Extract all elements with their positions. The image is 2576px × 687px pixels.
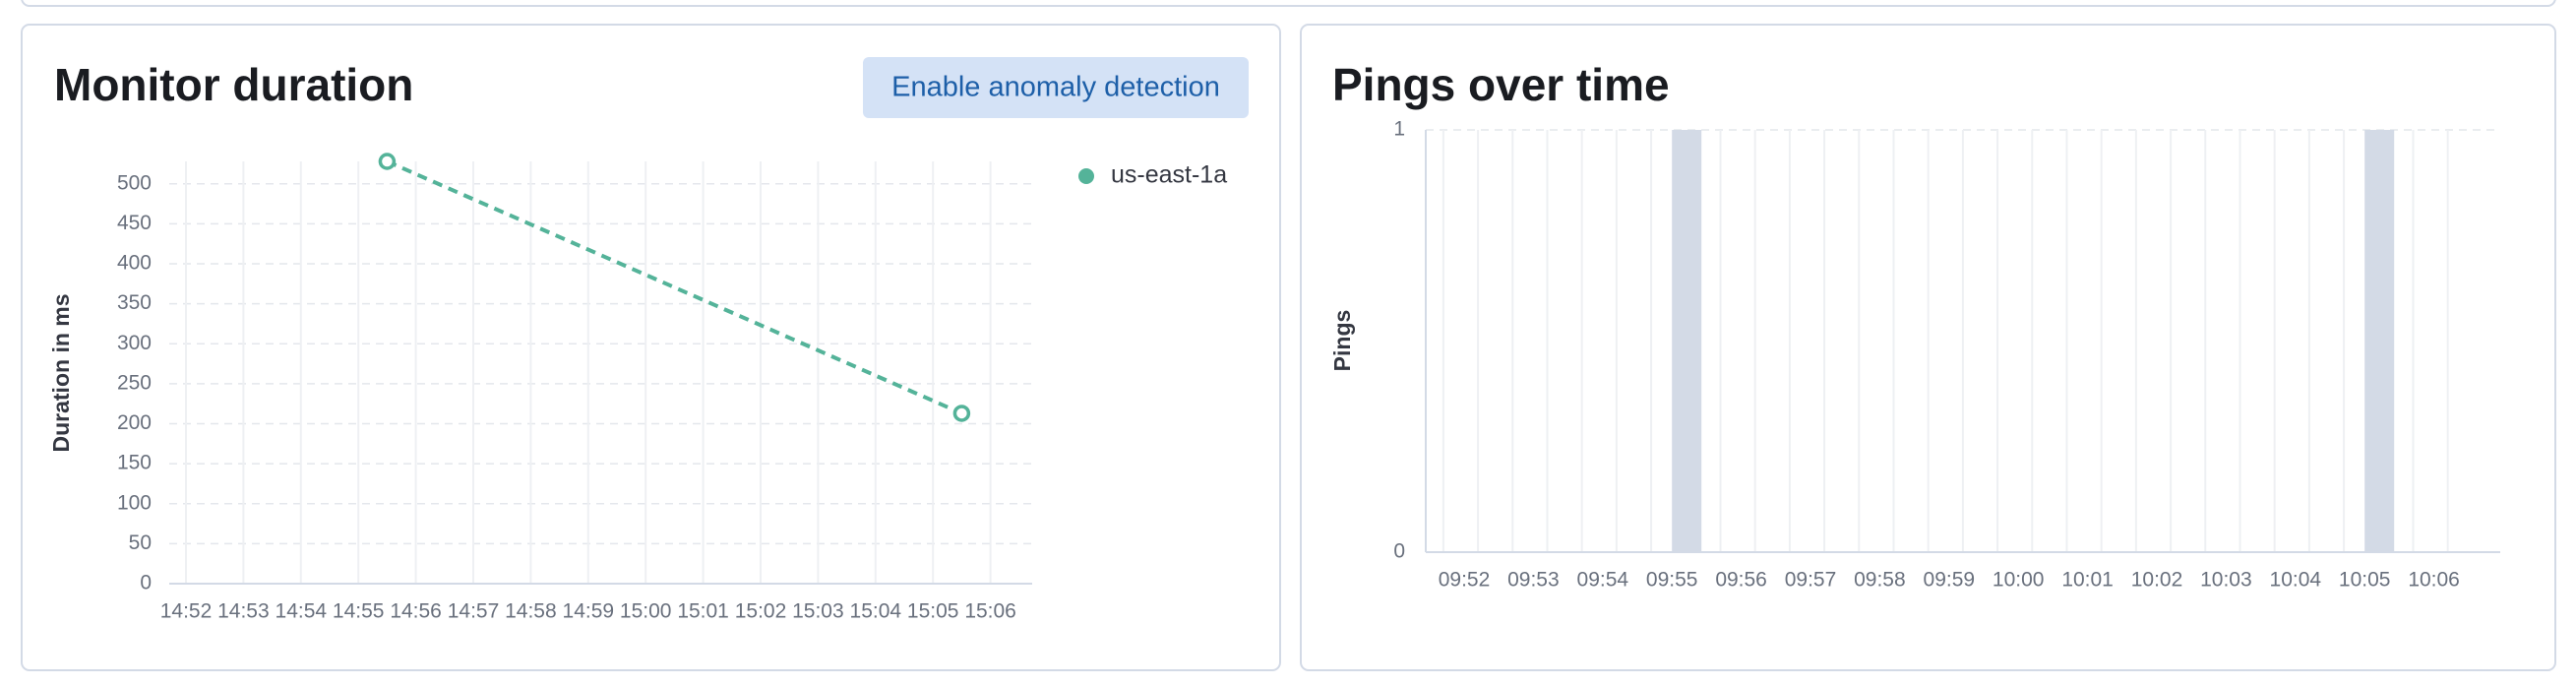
button-bg[interactable] — [863, 57, 1249, 118]
y-tick-label: 0 — [140, 572, 152, 594]
x-tick-label: 09:53 — [1507, 569, 1560, 592]
y-tick-label: 500 — [117, 171, 152, 194]
x-tick-label: 09:54 — [1577, 569, 1629, 592]
x-tick-label: 09:58 — [1854, 569, 1906, 592]
y-tick-label: 400 — [117, 252, 152, 275]
x-tick-label: 15:00 — [620, 600, 672, 623]
y-tick-label: 200 — [117, 411, 152, 434]
x-tick-label: 10:04 — [2270, 569, 2322, 592]
x-tick-label: 15:06 — [964, 600, 1016, 623]
legend-marker — [1078, 168, 1094, 184]
x-tick-label: 10:06 — [2408, 569, 2460, 592]
x-tick-label: 14:56 — [390, 600, 442, 623]
x-tick-label: 09:59 — [1924, 569, 1976, 592]
x-tick-label: 10:01 — [2061, 569, 2114, 592]
line — [386, 159, 963, 415]
x-tick-label: 10:02 — [2131, 569, 2183, 592]
y-tick-label: 150 — [117, 452, 152, 474]
y-axis-title: Pings — [1329, 310, 1355, 372]
y-tick-label: 1 — [1393, 118, 1405, 141]
y-tick-label: 300 — [117, 332, 152, 354]
panel-top — [21, 0, 2556, 7]
x-tick-label: 10:00 — [1993, 569, 2045, 592]
legend-label: us-east-1a — [1111, 161, 1227, 189]
chart-title: Monitor duration — [54, 59, 413, 110]
x-tick-label: 15:04 — [850, 600, 902, 623]
button-label[interactable]: Enable anomaly detection — [891, 72, 1220, 103]
bar — [2364, 130, 2395, 552]
y-axis-title: Duration in ms — [48, 293, 74, 452]
x-tick-label: 15:03 — [792, 600, 844, 623]
x-tick-label: 14:53 — [217, 600, 270, 623]
y-tick-label: 250 — [117, 371, 152, 394]
x-tick-label: 14:55 — [333, 600, 385, 623]
bar — [1672, 130, 1702, 552]
x-tick-label: 10:05 — [2339, 569, 2391, 592]
x-tick-label: 15:02 — [735, 600, 787, 623]
y-tick-label: 100 — [117, 491, 152, 514]
x-tick-label: 14:58 — [505, 600, 557, 623]
point — [378, 153, 397, 170]
x-tick-label: 14:57 — [448, 600, 500, 623]
point — [952, 405, 971, 422]
panel — [21, 24, 1281, 671]
button[interactable]: Enable anomaly detection — [863, 57, 1249, 118]
y-tick-label: 50 — [129, 531, 152, 554]
y-tick-label: 350 — [117, 291, 152, 314]
y-tick-label: 0 — [1393, 540, 1405, 563]
x-tick-label: 14:54 — [276, 600, 328, 623]
chart-title: Pings over time — [1332, 59, 1670, 110]
x-tick-label: 14:52 — [160, 600, 213, 623]
x-tick-label: 09:52 — [1439, 569, 1491, 592]
x-tick-label: 09:56 — [1715, 569, 1767, 592]
x-tick-label: 09:57 — [1785, 569, 1837, 592]
x-tick-label: 09:55 — [1646, 569, 1698, 592]
x-tick-label: 10:03 — [2200, 569, 2252, 592]
x-tick-label: 15:05 — [907, 600, 959, 623]
x-tick-label: 14:59 — [563, 600, 615, 623]
x-tick-label: 15:01 — [677, 600, 729, 623]
y-tick-label: 450 — [117, 212, 152, 234]
